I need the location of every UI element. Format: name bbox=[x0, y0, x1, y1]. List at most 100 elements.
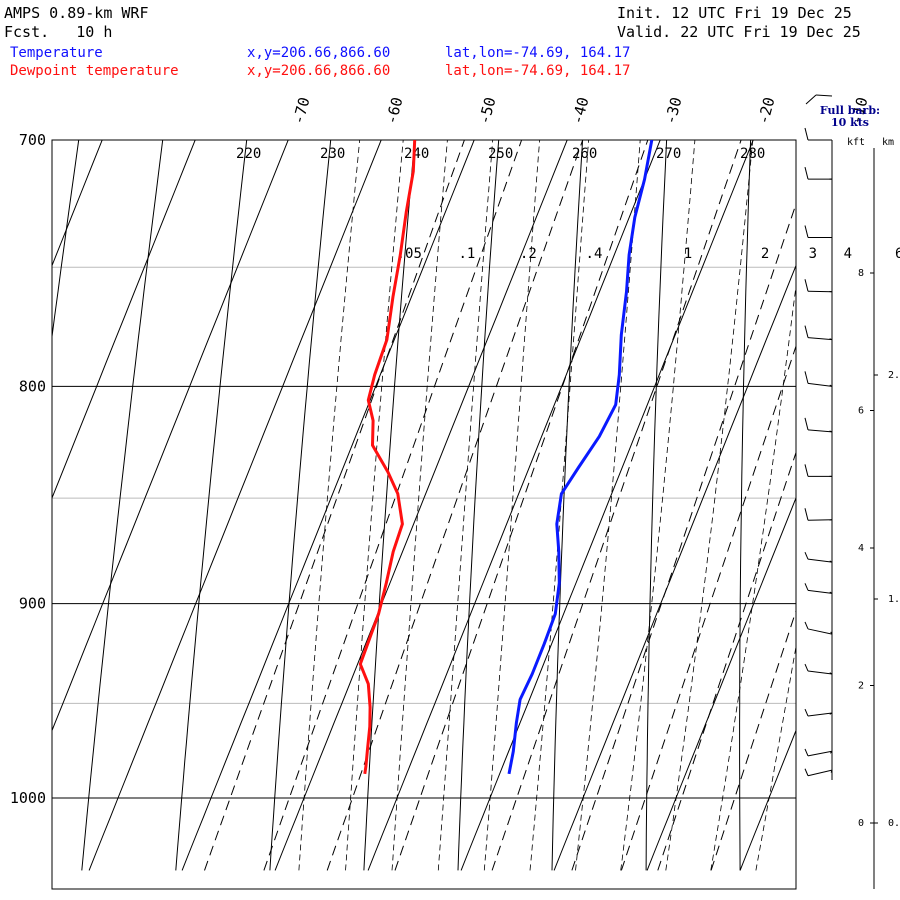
isotherm-line bbox=[52, 140, 196, 500]
isotherm-line bbox=[739, 729, 796, 871]
legend-temperature-name: Temperature bbox=[10, 45, 103, 61]
km-tick-label: 2. bbox=[888, 370, 900, 381]
isentrope-label: 280 bbox=[740, 146, 765, 162]
mixing-ratio-label: .4 bbox=[586, 246, 603, 262]
moist-adiabat-line bbox=[437, 140, 494, 871]
kft-label: kft bbox=[847, 137, 865, 148]
legend-dewpoint-latlon: lat,lon=-74.69, 164.17 bbox=[445, 63, 631, 79]
legend-temperature-xy: x,y=206.66,866.60 bbox=[247, 45, 391, 61]
kft-tick-label: 4 bbox=[858, 543, 864, 554]
pressure-tick-label: 1000 bbox=[10, 789, 46, 807]
isentrope-label: 270 bbox=[656, 146, 681, 162]
mixing-ratio-line bbox=[263, 140, 523, 871]
plot-frame bbox=[51, 139, 797, 890]
isotherm-line bbox=[274, 140, 568, 871]
isotherm-line bbox=[553, 264, 796, 871]
km-label: km bbox=[882, 137, 894, 148]
wind-barb bbox=[804, 768, 833, 777]
mixing-ratio-line bbox=[571, 202, 796, 871]
moist-adiabat-line bbox=[710, 282, 796, 871]
pressure-tick-label: 700 bbox=[19, 131, 46, 149]
mixing-ratio-label: 2 bbox=[761, 246, 769, 262]
mixing-ratio-label: .05 bbox=[397, 246, 422, 262]
kft-tick-label: 6 bbox=[858, 406, 864, 417]
wind-barb bbox=[804, 583, 833, 594]
plot-border bbox=[51, 139, 797, 890]
temperature-profile-line bbox=[507, 140, 654, 775]
wind-barb bbox=[804, 708, 833, 717]
height-axis: kft km 0 2 4 6 8 0. 1. 2. bbox=[847, 137, 900, 889]
wind-barb bbox=[804, 663, 833, 675]
mixing-ratio-label: 6 bbox=[895, 246, 900, 262]
wind-barb bbox=[804, 551, 833, 563]
chart-series bbox=[358, 140, 654, 775]
wind-barb bbox=[804, 748, 833, 757]
moist-adiabat-line bbox=[391, 140, 448, 871]
wind-barb bbox=[804, 371, 833, 387]
legend-dewpoint-name: Dewpoint temperature bbox=[10, 63, 179, 79]
isotherm-line bbox=[0, 140, 9, 870]
moist-adiabat-line bbox=[665, 140, 754, 871]
isotherm-line bbox=[367, 140, 661, 871]
pressure-tick-label: 900 bbox=[19, 595, 46, 613]
dry-adiabat-line bbox=[739, 140, 752, 871]
dry-adiabat-line bbox=[551, 140, 584, 871]
mixing-ratio-label: .1 bbox=[458, 246, 475, 262]
moist-adiabat-line bbox=[801, 114, 900, 871]
km-tick-label: 1. bbox=[888, 594, 900, 605]
chart-grid bbox=[0, 114, 900, 871]
init-time: Init. 12 UTC Fri 19 Dec 25 bbox=[617, 4, 852, 22]
temperature-tick-label: -50 bbox=[475, 95, 499, 126]
isotherm-line bbox=[88, 140, 382, 871]
model-title: AMPS 0.89-km WRF bbox=[4, 4, 149, 22]
mixing-ratio-label: 3 bbox=[809, 246, 817, 262]
mixing-ratio-line bbox=[204, 140, 465, 871]
isotherm-line bbox=[181, 140, 475, 871]
chart-header: AMPS 0.89-km WRF Fcst. 10 h Init. 12 UTC… bbox=[0, 0, 900, 90]
isentrope-label: 230 bbox=[320, 146, 345, 162]
moist-adiabat-line bbox=[755, 644, 796, 871]
dry-adiabat-line bbox=[645, 140, 668, 871]
temperature-tick-label: -60 bbox=[382, 95, 406, 126]
pressure-tick-label: 800 bbox=[19, 377, 46, 395]
wind-barbs: Full barb:10 kts bbox=[804, 94, 880, 780]
barb-note-line2: 10 kts bbox=[831, 116, 869, 129]
dry-adiabat-line bbox=[52, 140, 80, 341]
kft-tick-label: 0 bbox=[858, 818, 864, 829]
moist-adiabat-line bbox=[483, 140, 541, 871]
dry-adiabat-line bbox=[175, 140, 248, 871]
isotherm-line bbox=[52, 140, 103, 267]
dry-adiabat-line bbox=[457, 140, 500, 871]
temperature-tick-label: -20 bbox=[754, 95, 778, 126]
isotherm-line bbox=[646, 496, 796, 871]
isotherm-line bbox=[52, 140, 289, 732]
sample-barb-flag bbox=[815, 94, 833, 97]
dry-adiabat-line bbox=[269, 140, 332, 871]
temperature-tick-label: -40 bbox=[568, 95, 592, 126]
wind-barb bbox=[804, 166, 832, 180]
moist-adiabat-line bbox=[298, 140, 361, 871]
moist-adiabat-line bbox=[846, 114, 900, 871]
wind-barb bbox=[804, 621, 833, 635]
wind-barb bbox=[804, 508, 833, 521]
dry-adiabat-line bbox=[830, 114, 835, 871]
wind-barb bbox=[804, 464, 832, 477]
dry-adiabat-line bbox=[363, 140, 416, 871]
barb-note-line1: Full barb: bbox=[820, 104, 880, 117]
moist-adiabat-line bbox=[345, 140, 404, 871]
mixing-ratio-label: .2 bbox=[520, 246, 537, 262]
temperature-tick-label: -70 bbox=[289, 95, 313, 126]
sample-barb bbox=[805, 94, 817, 105]
legend-dewpoint-xy: x,y=206.66,866.60 bbox=[247, 63, 391, 79]
moist-adiabat-line bbox=[892, 114, 900, 871]
wind-barb bbox=[804, 417, 833, 433]
dry-adiabat-line bbox=[81, 140, 164, 871]
isentrope-label: 260 bbox=[572, 146, 597, 162]
temperature-tick-label: -30 bbox=[661, 95, 685, 126]
mixing-ratio-line bbox=[620, 344, 796, 871]
wind-barb bbox=[804, 279, 833, 293]
wind-barb bbox=[804, 225, 832, 239]
mixing-ratio-label: 1 bbox=[684, 246, 692, 262]
dewpoint-profile-line bbox=[358, 140, 417, 775]
